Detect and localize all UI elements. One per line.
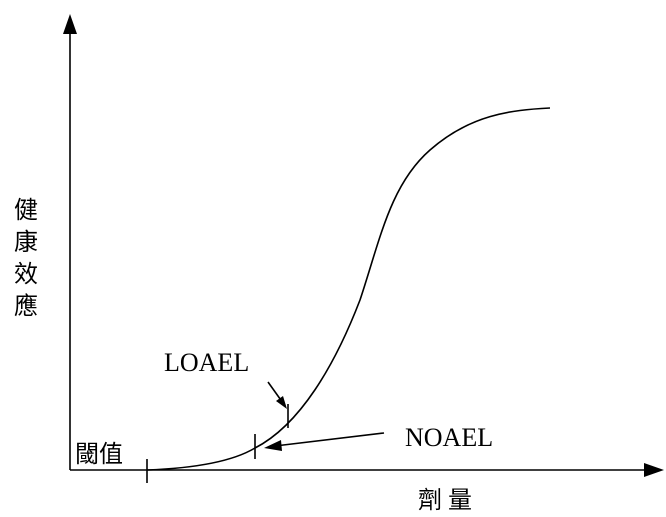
y-axis-label-char: 應: [14, 292, 38, 320]
y-axis-label-char: 康: [14, 228, 38, 256]
loael-label: LOAEL: [164, 348, 249, 377]
loael-arrowhead: [276, 396, 287, 409]
threshold-label: 閾值: [75, 440, 123, 468]
noael-arrowhead: [264, 440, 282, 451]
noael-label: NOAEL: [405, 423, 493, 452]
y-axis-label-char: 效: [14, 260, 38, 288]
noael-pointer-line: [274, 432, 385, 447]
x-axis-label: 劑量: [418, 486, 478, 514]
y-axis-label-char: 健: [14, 196, 38, 224]
x-axis-arrowhead: [644, 463, 664, 477]
dose-response-curve: [146, 107, 551, 471]
y-axis-arrowhead: [63, 14, 77, 34]
y-axis-label: 健康效應: [14, 196, 38, 320]
